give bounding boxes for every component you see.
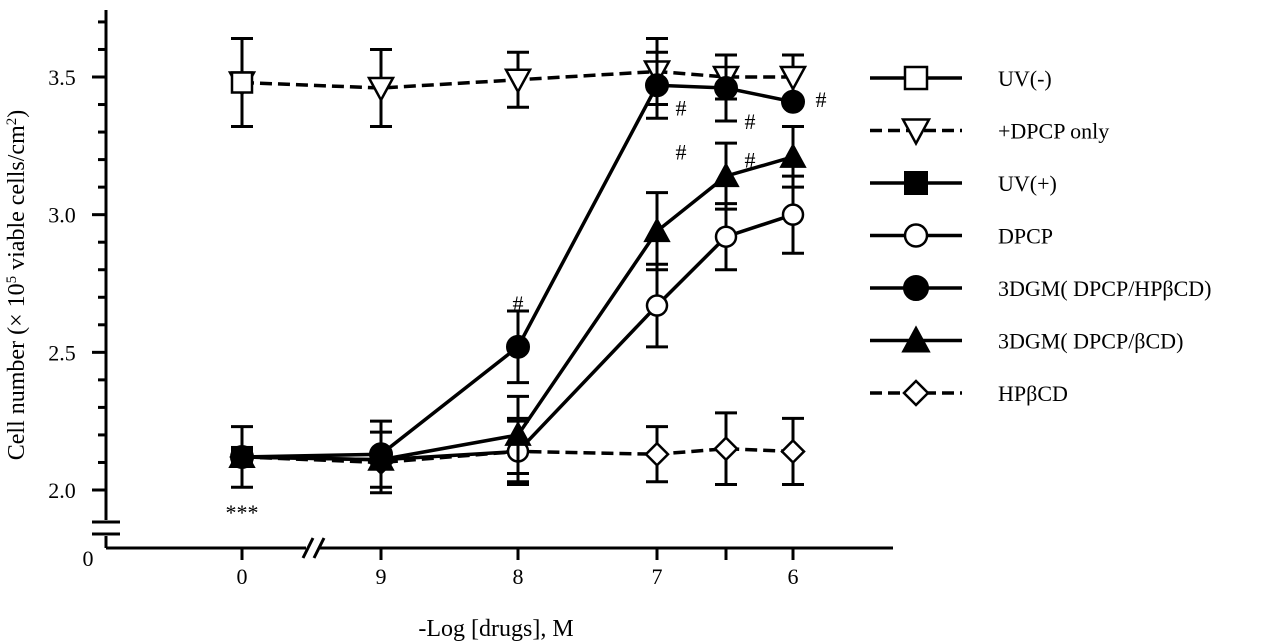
y-title-tail: viable cells/cm (4, 125, 30, 276)
series-uv- (231, 425, 253, 489)
y-title-ten: 10 (4, 283, 30, 313)
data-point-triangle-up (779, 142, 807, 168)
annotation: # (676, 95, 687, 120)
data-point-circle-filled (781, 89, 805, 114)
axes: 2.0 2.5 3.0 3.5 0 0 9 8 7 6 (48, 10, 893, 589)
y-title-sup: 5 (4, 276, 20, 284)
legend-item: DPCP (870, 223, 1053, 249)
annotation: # (745, 109, 756, 134)
y-tick-label: 3.5 (48, 65, 76, 90)
legend-item: +DPCP only (870, 118, 1109, 147)
x-tick-label: 6 (788, 564, 799, 589)
y-tick-label: 2.5 (48, 340, 76, 365)
y-tick-label: 3.0 (48, 203, 76, 228)
annotation: *** (226, 500, 259, 525)
legend-label: HPβCD (998, 381, 1068, 406)
legend-item: UV(+) (870, 171, 1057, 196)
y-title-close: ) (4, 110, 30, 118)
data-point-diamond-open (644, 441, 670, 467)
y-title-times: × (4, 313, 30, 327)
legend-label: UV(+) (998, 171, 1057, 196)
x-axis-break-mark (312, 537, 326, 559)
annotation: # (513, 291, 524, 316)
series-uv- (230, 36, 254, 129)
series-line (241, 69, 793, 90)
data-point-triangle-down (503, 68, 533, 95)
legend: UV(-) +DPCP only UV(+) DPCP 3DGM( DPCP/HPβCD… (870, 65, 1212, 407)
data-point-diamond-open (780, 438, 806, 465)
data-point-circle-filled (506, 334, 530, 359)
annotation: # (676, 139, 687, 164)
series-3dgm-dpcp-cd- (228, 125, 807, 475)
data-point-circle-open (714, 225, 738, 248)
series-layer (227, 36, 808, 495)
y-axis-title: Cell number (× 105 viable cells/cm2) (4, 110, 30, 460)
data-point-triangle-down (366, 76, 396, 103)
legend-item: 3DGM( DPCP/HPβCD) (870, 275, 1212, 301)
x-tick-label: 8 (513, 564, 524, 589)
y-title-main: Cell number ( (4, 327, 30, 460)
data-point-triangle-up (504, 420, 532, 446)
legend-item: UV(-) (870, 65, 1052, 91)
data-point-circle-filled (903, 275, 929, 301)
legend-item: HPβCD (870, 379, 1068, 407)
series-line (241, 155, 794, 462)
data-point-circle-open (903, 223, 929, 248)
data-point-triangle-up (712, 162, 740, 188)
x-axis-break-mark (301, 537, 315, 559)
data-point-circle-filled (369, 442, 393, 467)
data-point-triangle-up (901, 325, 931, 353)
y-zero-label: 0 (83, 546, 94, 571)
legend-label: 3DGM( DPCP/βCD) (998, 329, 1183, 354)
data-point-circle-open (645, 294, 669, 317)
legend-label: DPCP (998, 224, 1053, 249)
annotation-layer: *** # # # # # # (226, 87, 827, 525)
data-point-square-open (230, 71, 254, 94)
data-point-square-open (903, 65, 929, 91)
x-axis-title: -Log [drugs], M (418, 616, 573, 642)
data-point-triangle-down (778, 65, 808, 92)
x-tick-label: 0 (237, 564, 248, 589)
x-tick-label: 9 (376, 564, 387, 589)
legend-label: +DPCP only (998, 119, 1109, 144)
data-point-square-filled (904, 171, 928, 195)
legend-item: 3DGM( DPCP/βCD) (870, 325, 1183, 354)
data-point-diamond-open (713, 435, 739, 462)
data-point-circle-filled (714, 76, 738, 101)
data-point-triangle-up (643, 217, 671, 243)
y-title-sup2: 2 (4, 118, 20, 126)
data-point-circle-filled (645, 73, 669, 98)
data-point-circle-open (781, 203, 805, 226)
x-tick-label: 7 (652, 564, 663, 589)
data-point-square-filled (231, 445, 253, 468)
legend-label: 3DGM( DPCP/HPβCD) (998, 276, 1212, 301)
data-point-diamond-open (902, 379, 930, 407)
legend-label: UV(-) (998, 66, 1052, 91)
data-point-triangle-down (900, 118, 932, 147)
annotation: # (745, 148, 756, 173)
annotation: # (816, 87, 827, 112)
y-tick-label: 2.0 (48, 478, 76, 503)
